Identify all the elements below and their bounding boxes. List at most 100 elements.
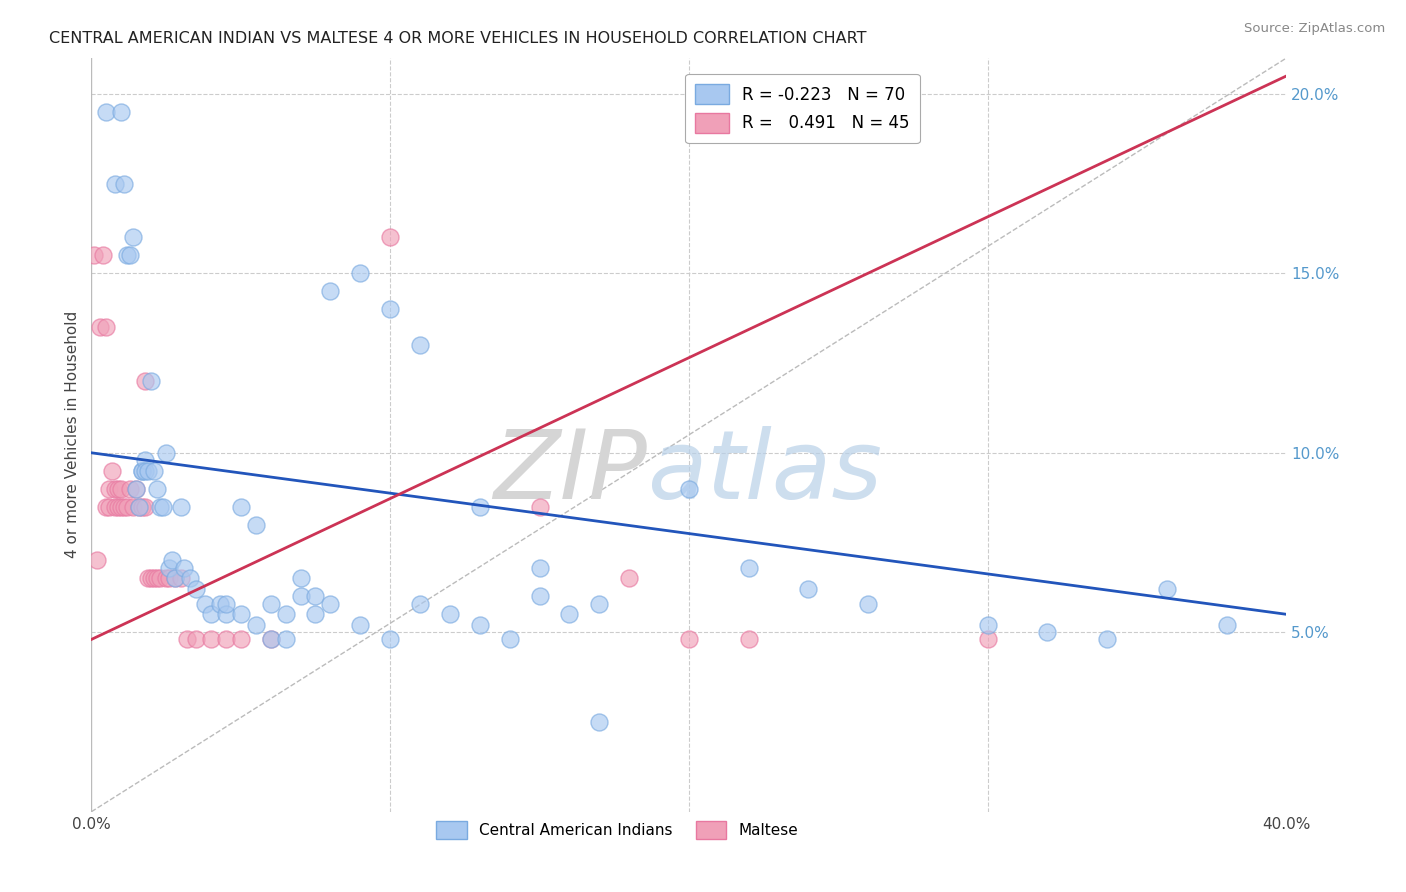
Point <box>96 320 118 334</box>
Point <box>146 482 169 496</box>
Point <box>101 464 124 478</box>
Point <box>259 597 281 611</box>
Point <box>194 597 217 611</box>
Point <box>976 618 998 632</box>
Point <box>131 464 153 478</box>
Point <box>529 560 551 574</box>
Point <box>98 500 121 514</box>
Point <box>134 374 156 388</box>
Point <box>134 464 156 478</box>
Point <box>93 248 115 262</box>
Point <box>110 482 132 496</box>
Point <box>499 632 522 647</box>
Point <box>128 500 150 514</box>
Point <box>163 571 186 585</box>
Point <box>1097 632 1119 647</box>
Point <box>529 590 551 604</box>
Point <box>104 177 127 191</box>
Point <box>96 104 118 119</box>
Point <box>797 582 820 597</box>
Point <box>125 482 148 496</box>
Point <box>290 571 312 585</box>
Point <box>170 500 193 514</box>
Point <box>259 632 281 647</box>
Point <box>173 560 195 574</box>
Point <box>1156 582 1178 597</box>
Point <box>143 464 166 478</box>
Point <box>104 482 127 496</box>
Point <box>245 517 267 532</box>
Point <box>157 560 180 574</box>
Text: ZIP: ZIP <box>494 426 647 519</box>
Point <box>304 607 326 622</box>
Point <box>439 607 461 622</box>
Point <box>619 571 641 585</box>
Point <box>678 482 700 496</box>
Point <box>200 632 222 647</box>
Point <box>122 230 145 244</box>
Point <box>380 302 402 317</box>
Point <box>112 177 135 191</box>
Point <box>380 632 402 647</box>
Point <box>858 597 880 611</box>
Point <box>274 607 297 622</box>
Point <box>229 607 252 622</box>
Point <box>245 618 267 632</box>
Point <box>141 571 163 585</box>
Point <box>229 632 252 647</box>
Point <box>86 553 108 567</box>
Point <box>149 500 172 514</box>
Point <box>104 500 127 514</box>
Point <box>134 500 156 514</box>
Point <box>304 590 326 604</box>
Point <box>468 500 491 514</box>
Point <box>157 571 180 585</box>
Point <box>152 500 174 514</box>
Point <box>215 607 238 622</box>
Point <box>115 248 138 262</box>
Point <box>170 571 193 585</box>
Point <box>1216 618 1239 632</box>
Point <box>176 632 198 647</box>
Point <box>98 482 121 496</box>
Point <box>380 230 402 244</box>
Point <box>468 618 491 632</box>
Point <box>588 597 610 611</box>
Point <box>122 500 145 514</box>
Point <box>96 500 118 514</box>
Point <box>349 266 371 280</box>
Point <box>112 500 135 514</box>
Point <box>83 248 105 262</box>
Point <box>184 582 207 597</box>
Point <box>319 285 342 299</box>
Point <box>110 104 132 119</box>
Point <box>409 597 432 611</box>
Point <box>146 571 169 585</box>
Point <box>588 714 610 729</box>
Point <box>120 482 142 496</box>
Legend: Central American Indians, Maltese: Central American Indians, Maltese <box>430 814 804 846</box>
Text: atlas: atlas <box>647 426 882 519</box>
Point <box>89 320 111 334</box>
Point <box>200 607 222 622</box>
Point <box>184 632 207 647</box>
Point <box>290 590 312 604</box>
Point <box>134 453 156 467</box>
Point <box>259 632 281 647</box>
Point <box>141 374 163 388</box>
Point <box>215 597 238 611</box>
Point <box>115 500 138 514</box>
Point <box>529 500 551 514</box>
Point <box>110 500 132 514</box>
Point <box>179 571 201 585</box>
Point <box>215 632 238 647</box>
Point <box>120 248 142 262</box>
Text: Source: ZipAtlas.com: Source: ZipAtlas.com <box>1244 22 1385 36</box>
Point <box>149 571 172 585</box>
Point <box>136 571 159 585</box>
Point <box>976 632 998 647</box>
Point <box>558 607 581 622</box>
Point <box>409 338 432 352</box>
Point <box>274 632 297 647</box>
Point <box>319 597 342 611</box>
